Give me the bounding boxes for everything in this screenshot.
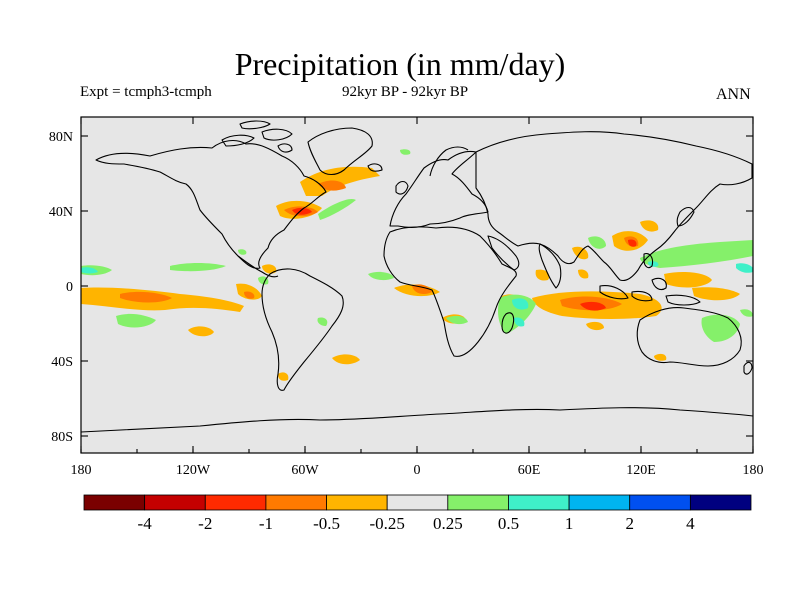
colorbar-label: 2 <box>625 514 634 533</box>
colorbar-swatch <box>689 494 752 511</box>
lon-tick-label: 120W <box>176 463 211 478</box>
colorbar-label: -0.5 <box>313 514 340 533</box>
moderate-positive-anomaly-regions <box>81 261 753 327</box>
colorbar-label: 0.25 <box>433 514 463 533</box>
colorbar-swatch <box>83 494 146 511</box>
coastlines <box>81 120 753 433</box>
moderate-negative-anomaly-regions <box>120 180 639 311</box>
axis-ticks <box>80 117 754 453</box>
colorbar-label: 4 <box>686 514 695 533</box>
strong-negative-anomaly-regions <box>292 207 637 311</box>
lon-tick-label: 60W <box>291 463 319 478</box>
map-title: Precipitation (in mm/day) <box>234 46 566 82</box>
colorbar-swatch <box>144 494 206 511</box>
lat-tick-label: 80S <box>51 430 73 445</box>
lon-tick-label: 120E <box>626 463 656 478</box>
lat-tick-label: 40N <box>49 205 73 220</box>
experiment-label: Expt = tcmph3-tcmph <box>80 84 212 100</box>
colorbar: -4 -2 -1 -0.5 -0.25 0.25 0.5 1 2 4 <box>83 494 752 533</box>
colorbar-swatch <box>508 494 570 511</box>
colorbar-swatch <box>326 494 388 511</box>
colorbar-swatch <box>568 494 631 511</box>
period-label: 92kyr BP - 92kyr BP <box>342 84 469 100</box>
positive-anomaly-regions <box>81 149 753 342</box>
lat-tick-label: 40S <box>51 355 73 370</box>
lon-tick-label: 60E <box>518 463 541 478</box>
lat-tick-label: 0 <box>66 280 73 295</box>
colorbar-label: -1 <box>259 514 273 533</box>
colorbar-swatch <box>629 494 691 511</box>
colorbar-swatch <box>204 494 267 511</box>
axis-tick-labels: 180 120W 60W 0 60E 120E 180 80N 40N 0 40S 80S <box>49 130 764 478</box>
colorbar-swatch <box>265 494 327 511</box>
colorbar-label: -0.25 <box>369 514 404 533</box>
lon-tick-label: 180 <box>71 463 92 478</box>
colorbar-label: -4 <box>138 514 153 533</box>
colorbar-swatch <box>447 494 509 511</box>
lat-tick-label: 80N <box>49 130 73 145</box>
lon-tick-label: 180 <box>743 463 764 478</box>
colorbar-label: -2 <box>198 514 212 533</box>
colorbar-label: 1 <box>565 514 574 533</box>
colorbar-swatch <box>386 494 449 511</box>
colorbar-label: 0.5 <box>498 514 519 533</box>
season-label: ANN <box>716 86 751 103</box>
lon-tick-label: 0 <box>414 463 421 478</box>
